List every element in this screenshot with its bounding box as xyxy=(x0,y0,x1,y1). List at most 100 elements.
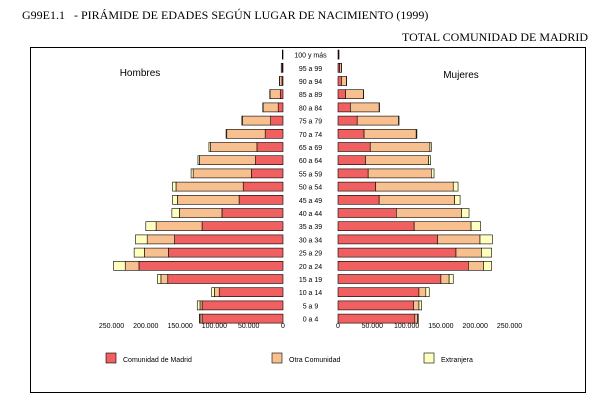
bar-men-0-17 xyxy=(279,89,284,99)
bar-men-0-8 xyxy=(221,208,284,218)
bar-men-1-5 xyxy=(144,247,169,258)
bar-women-0-3 xyxy=(337,274,442,284)
bar-men-1-7 xyxy=(155,221,203,231)
bar-men-2-6 xyxy=(135,234,148,245)
x-tick-label: 0 xyxy=(281,323,285,330)
side-label-women: Mujeres xyxy=(443,70,479,81)
bar-men-0-9 xyxy=(238,195,284,205)
age-label: 10 a 14 xyxy=(299,290,322,297)
bar-men-0-1 xyxy=(201,300,284,311)
bar-women-2-2 xyxy=(425,287,430,298)
age-label: 25 a 29 xyxy=(299,251,322,258)
bar-women-1-5 xyxy=(455,247,482,258)
bar-men-0-2 xyxy=(218,287,284,298)
x-tick-label: 100.000 xyxy=(202,323,227,330)
bar-women-2-15 xyxy=(398,115,400,126)
bar-women-1-16 xyxy=(350,102,380,113)
bar-women-0-0 xyxy=(337,313,416,324)
bar-men-0-3 xyxy=(167,274,284,284)
age-label: 60 a 64 xyxy=(299,158,322,165)
bar-women-0-18 xyxy=(337,76,342,86)
bar-women-1-15 xyxy=(356,115,399,126)
bar-men-2-12 xyxy=(197,155,200,165)
bar-women-1-11 xyxy=(367,168,432,179)
x-tick-label: 50.000 xyxy=(362,323,384,330)
chart-header: G99E1.1 - PIRÁMIDE DE EDADES SEGÚN LUGAR… xyxy=(22,8,428,23)
bar-men-2-2 xyxy=(211,287,215,298)
bar-women-1-13 xyxy=(369,142,431,152)
bar-men-2-10 xyxy=(172,181,177,192)
bar-men-0-10 xyxy=(242,181,284,192)
bar-women-0-13 xyxy=(337,142,371,152)
x-tick-label: 0 xyxy=(336,323,340,330)
bar-women-1-10 xyxy=(375,181,454,192)
bar-women-1-7 xyxy=(413,221,472,231)
bar-women-1-6 xyxy=(437,234,481,245)
x-axis-group: 250.000 200.000 150.000 100.000 50.000 0 0 50.0… xyxy=(99,323,522,330)
bar-men-1-9 xyxy=(177,195,240,205)
x-tick-label: 150.000 xyxy=(167,323,192,330)
chart-subtitle: TOTAL COMUNIDAD DE MADRID xyxy=(401,30,588,44)
bar-men-1-11 xyxy=(192,168,252,179)
bar-women-0-14 xyxy=(337,129,365,139)
bar-men-1-18 xyxy=(279,76,283,86)
bar-men-1-13 xyxy=(209,142,258,152)
legend-swatch-1 xyxy=(271,352,283,364)
bar-men-2-4 xyxy=(113,260,126,271)
age-label: 50 a 54 xyxy=(299,185,322,192)
legend-group: Comunidad de Madrid Otra Comunidad Extranj… xyxy=(105,352,473,364)
legend-label-1: Otra Comunidad xyxy=(289,357,340,364)
bar-men-1-8 xyxy=(179,208,223,218)
bar-women-0-11 xyxy=(337,168,369,179)
legend-swatch-2 xyxy=(423,352,435,364)
bar-women-1-0 xyxy=(414,313,418,324)
age-label: 20 a 24 xyxy=(299,264,322,271)
bar-women-1-12 xyxy=(365,155,429,165)
bar-women-0-10 xyxy=(337,181,377,192)
x-tick-label: 250.000 xyxy=(99,323,124,330)
bar-men-0-4 xyxy=(138,260,284,271)
bar-women-2-5 xyxy=(481,247,492,258)
bar-women-0-5 xyxy=(337,247,457,258)
age-label: 40 a 44 xyxy=(299,211,322,218)
age-label: 45 a 49 xyxy=(299,198,322,205)
bar-women-2-6 xyxy=(479,234,493,245)
x-tick-label: 50.000 xyxy=(238,323,260,330)
bar-women-2-12 xyxy=(428,155,431,165)
age-label: 65 a 69 xyxy=(299,145,322,152)
age-label: 70 a 74 xyxy=(299,132,322,139)
bar-men-0-11 xyxy=(251,168,284,179)
age-label: 100 y más xyxy=(294,53,327,60)
age-label: 0 a 4 xyxy=(303,317,319,324)
bar-men-1-15 xyxy=(242,115,271,126)
x-tick-label: 100.000 xyxy=(394,323,419,330)
bar-women-1-3 xyxy=(440,274,450,284)
age-label: 55 a 59 xyxy=(299,171,322,178)
bar-women-1-1 xyxy=(413,300,420,311)
bar-women-0-12 xyxy=(337,155,366,165)
bar-men-2-1 xyxy=(196,300,201,311)
legend-swatch-0 xyxy=(105,352,117,364)
bar-women-0-2 xyxy=(337,287,420,298)
bar-women-1-17 xyxy=(345,89,364,99)
bar-women-2-4 xyxy=(483,260,492,271)
bar-women-2-3 xyxy=(448,274,454,284)
bar-men-1-12 xyxy=(199,155,256,165)
bar-men-0-16 xyxy=(277,102,284,113)
age-label: 30 a 34 xyxy=(299,237,322,244)
bar-women-2-11 xyxy=(430,168,435,179)
bar-men-0-0 xyxy=(201,313,284,324)
bar-men-2-14 xyxy=(225,129,228,139)
bar-men-0-12 xyxy=(255,155,284,165)
bar-women-1-14 xyxy=(363,129,417,139)
bar-women-0-16 xyxy=(337,102,351,113)
bar-men-1-14 xyxy=(226,129,266,139)
bar-women-2-0 xyxy=(417,313,419,324)
bar-men-1-1 xyxy=(199,300,203,311)
bar-women-1-8 xyxy=(396,208,462,218)
bar-men-2-8 xyxy=(171,208,180,218)
bar-women-0-7 xyxy=(337,221,415,231)
bar-women-0-8 xyxy=(337,208,397,218)
bar-men-1-17 xyxy=(269,89,281,99)
